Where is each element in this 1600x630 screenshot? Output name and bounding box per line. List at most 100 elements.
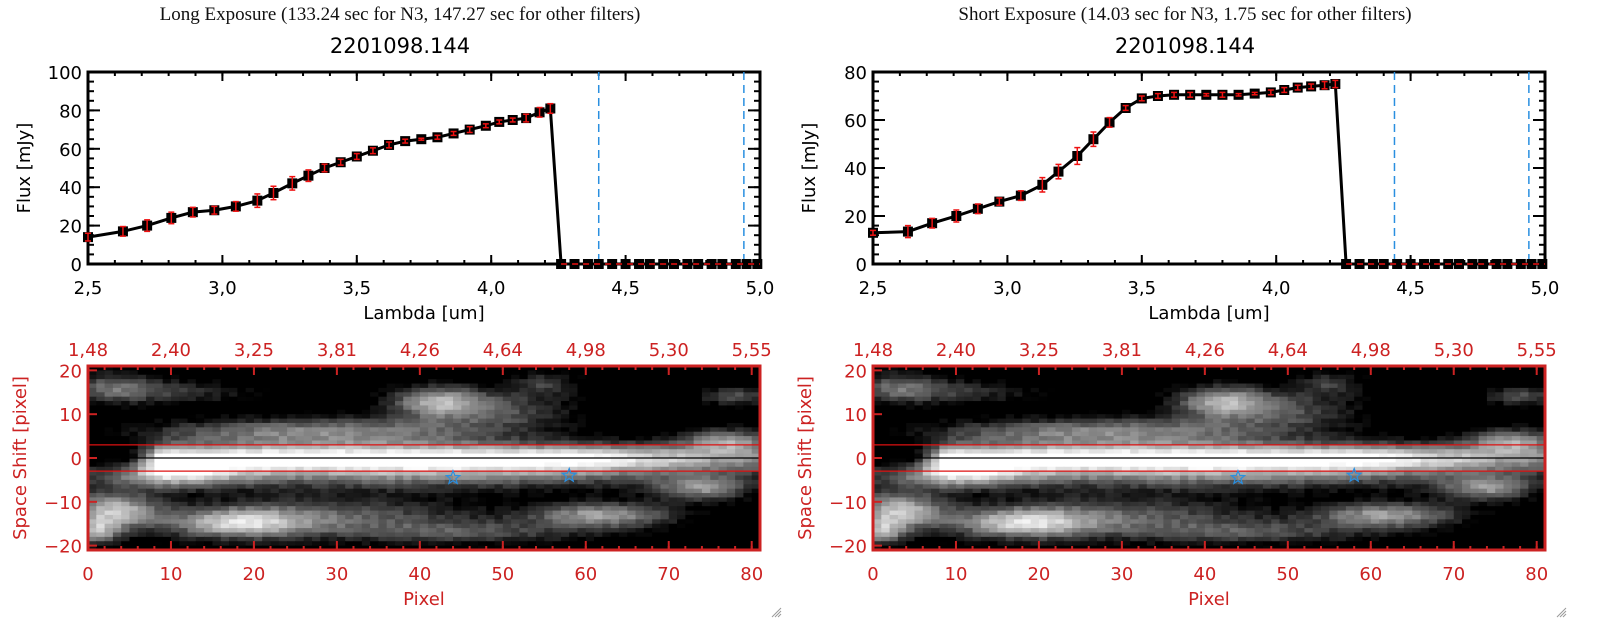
image-pixel	[1511, 401, 1521, 407]
image-pixel	[137, 484, 147, 490]
image-pixel	[386, 493, 396, 499]
image-pixel	[502, 493, 512, 499]
image-pixel	[726, 510, 736, 516]
image-pixel	[1478, 405, 1488, 411]
image-pixel	[253, 501, 263, 507]
image-pixel	[229, 409, 238, 415]
image-pixel	[602, 431, 612, 437]
image-pixel	[1528, 374, 1538, 380]
image-pixel	[1428, 366, 1438, 371]
image-pixel	[170, 536, 180, 542]
image-pixel	[394, 422, 404, 428]
image-pixel	[195, 427, 205, 433]
image-pixel	[287, 396, 297, 402]
image-pixel	[906, 396, 916, 402]
image-pixel	[610, 471, 620, 477]
image-pixel	[1246, 396, 1256, 402]
image-pixel	[693, 453, 703, 459]
image-pixel	[320, 405, 330, 411]
image-pixel	[461, 501, 471, 507]
image-pixel	[668, 488, 678, 494]
image-pixel	[618, 431, 628, 437]
image-pixel	[345, 422, 355, 428]
image-pixel	[1097, 392, 1106, 398]
image-pixel	[602, 514, 612, 520]
image-pixel	[121, 405, 131, 411]
image-pixel	[502, 440, 512, 446]
image-pixel	[287, 497, 297, 503]
image-pixel	[146, 471, 155, 477]
image-pixel	[922, 387, 932, 393]
image-pixel	[1271, 387, 1281, 393]
image-pixel	[1138, 387, 1148, 393]
image-pixel	[370, 458, 379, 463]
image-pixel	[303, 396, 313, 402]
image-pixel	[287, 405, 297, 411]
image-pixel	[162, 545, 172, 551]
image-pixel	[162, 366, 172, 371]
image-pixel	[162, 383, 172, 389]
image-pixel	[610, 449, 620, 455]
image-pixel	[677, 488, 686, 494]
image-pixel	[237, 528, 247, 534]
image-pixel	[577, 458, 587, 463]
image-pixel	[668, 436, 678, 442]
image-pixel	[146, 409, 155, 415]
image-pixel	[170, 514, 180, 520]
image-pixel	[1238, 374, 1247, 380]
image-pixel	[220, 379, 230, 385]
image-pixel	[693, 440, 703, 446]
y-tick-label: 0	[71, 255, 82, 276]
image-pixel	[353, 523, 363, 529]
image-pixel	[726, 462, 736, 468]
image-pixel	[411, 458, 421, 463]
image-pixel	[237, 383, 247, 389]
image-pixel	[1403, 379, 1413, 385]
image-pixel	[1395, 401, 1405, 407]
image-pixel	[1030, 401, 1040, 407]
resize-handle-icon[interactable]	[770, 606, 782, 618]
image-pixel	[187, 366, 197, 371]
image-pixel	[187, 444, 197, 450]
image-pixel	[345, 484, 355, 490]
image-pixel	[1536, 387, 1546, 393]
image-pixel	[229, 479, 238, 485]
image-pixel	[594, 379, 603, 385]
image-pixel	[137, 510, 147, 516]
image-pixel	[345, 488, 355, 494]
image-pixel	[1063, 374, 1073, 380]
image-pixel	[502, 453, 512, 459]
image-pixel	[287, 466, 297, 472]
image-pixel	[710, 396, 720, 402]
image-pixel	[154, 466, 164, 472]
image-pixel	[718, 497, 728, 503]
image-pixel	[253, 409, 263, 415]
image-pixel	[295, 514, 305, 520]
image-pixel	[112, 449, 122, 455]
image-pixel	[453, 501, 462, 507]
image-pixel	[577, 392, 587, 398]
image-pixel	[594, 422, 603, 428]
image-pixel	[204, 479, 214, 485]
image-pixel	[1063, 396, 1073, 402]
image-pixel	[486, 484, 496, 490]
image-pixel	[195, 497, 205, 503]
image-pixel	[461, 405, 471, 411]
image-pixel	[361, 466, 371, 472]
image-pixel	[162, 514, 172, 520]
image-pixel	[154, 422, 164, 428]
image-pixel	[453, 374, 462, 380]
image-pixel	[96, 475, 106, 481]
image-pixel	[411, 422, 421, 428]
image-pixel	[121, 528, 131, 534]
image-pixel	[544, 401, 554, 407]
image-pixel	[693, 392, 703, 398]
image-pixel	[718, 431, 728, 437]
image-pixel	[635, 379, 645, 385]
image-pixel	[461, 532, 471, 538]
image-pixel	[710, 444, 720, 450]
image-pixel	[1412, 405, 1422, 411]
image-pixel	[718, 370, 728, 376]
image-pixel	[718, 396, 728, 402]
image-pixel	[701, 506, 711, 512]
